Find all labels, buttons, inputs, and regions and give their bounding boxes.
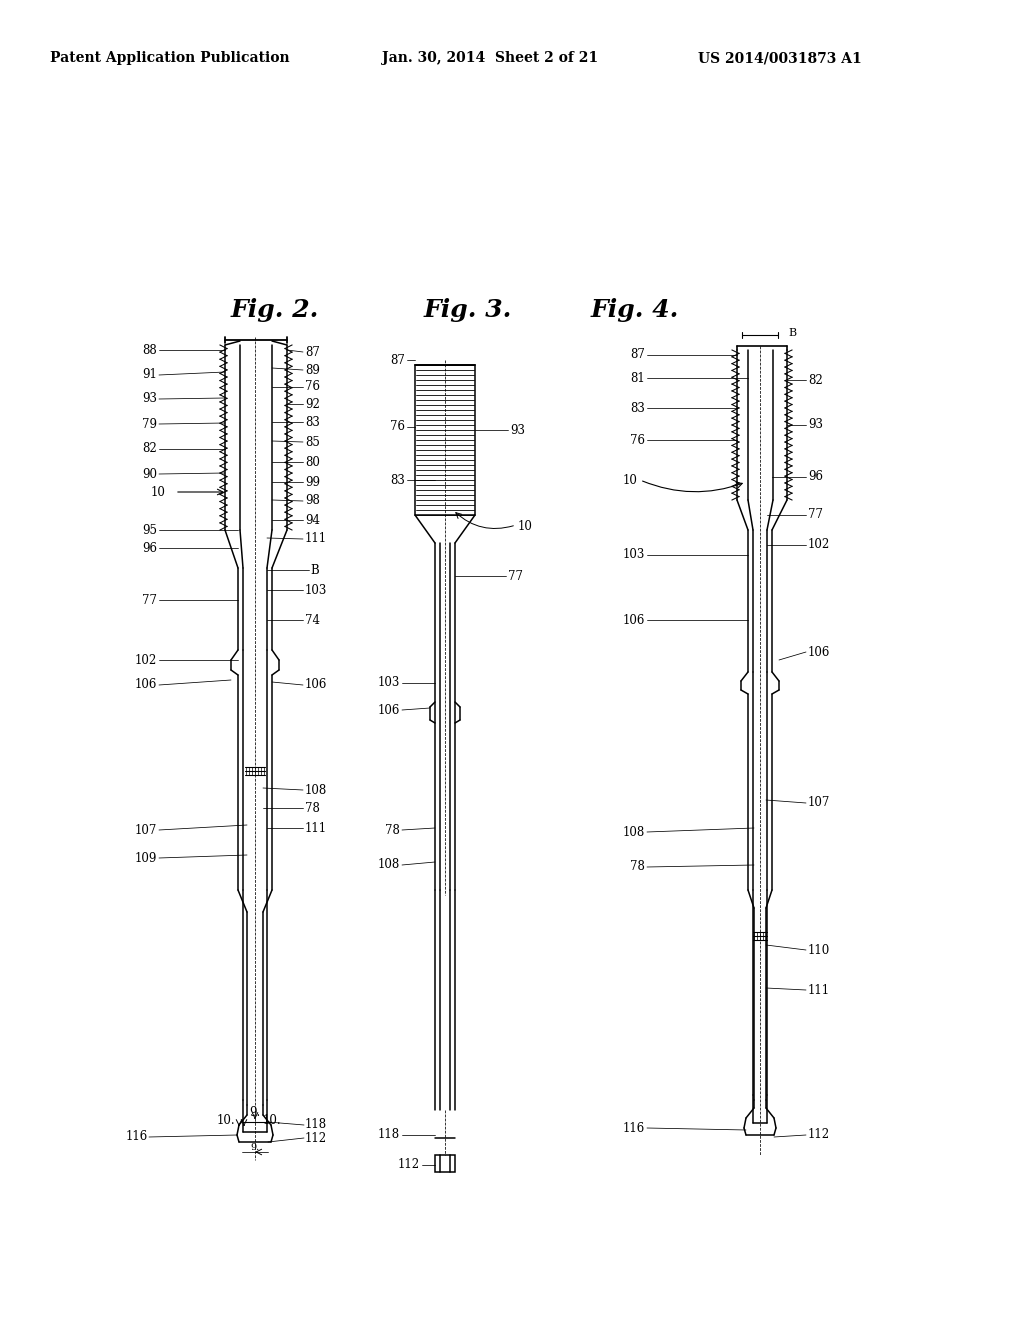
Text: 103: 103	[305, 583, 328, 597]
Text: 106: 106	[623, 614, 645, 627]
Text: 74: 74	[305, 614, 319, 627]
Text: 83: 83	[305, 416, 319, 429]
Text: 87: 87	[305, 346, 319, 359]
Text: 106: 106	[134, 678, 157, 692]
Text: 92: 92	[305, 397, 319, 411]
Bar	[435, 1155, 455, 1172]
Text: 116: 116	[126, 1130, 148, 1143]
Text: 102: 102	[808, 539, 830, 552]
Text: 91: 91	[142, 368, 157, 381]
Text: 108: 108	[623, 825, 645, 838]
Text: Fig. 3.: Fig. 3.	[424, 298, 512, 322]
Text: 107: 107	[808, 796, 830, 809]
Text: 111: 111	[305, 532, 327, 545]
Text: 95: 95	[142, 524, 157, 536]
Text: 108: 108	[378, 858, 400, 871]
Text: 108: 108	[305, 784, 328, 796]
Text: 110: 110	[808, 944, 830, 957]
Text: 77: 77	[808, 508, 823, 521]
Text: Patent Application Publication: Patent Application Publication	[50, 51, 290, 65]
Text: 106: 106	[305, 678, 328, 692]
Text: 89: 89	[305, 363, 319, 376]
Text: 10.: 10.	[216, 1114, 234, 1126]
Text: 93: 93	[142, 392, 157, 405]
Text: 111: 111	[305, 821, 327, 834]
Text: 112: 112	[398, 1159, 420, 1172]
Text: 83: 83	[390, 474, 406, 487]
Text: Fig. 2.: Fig. 2.	[230, 298, 319, 322]
Text: 83: 83	[630, 401, 645, 414]
Text: 76: 76	[305, 380, 319, 393]
Text: B: B	[310, 564, 318, 577]
Text: Jan. 30, 2014  Sheet 2 of 21: Jan. 30, 2014 Sheet 2 of 21	[382, 51, 598, 65]
Text: 103: 103	[623, 549, 645, 561]
Text: 112: 112	[808, 1129, 830, 1142]
Text: 82: 82	[142, 442, 157, 455]
Text: 77: 77	[508, 569, 523, 582]
Text: 9.: 9.	[251, 1143, 260, 1152]
Text: 81: 81	[630, 371, 645, 384]
Text: 10: 10	[624, 474, 638, 487]
Text: 99: 99	[305, 475, 319, 488]
Text: 10: 10	[518, 520, 532, 533]
Text: 79: 79	[142, 417, 157, 430]
Bar	[415, 366, 475, 515]
Text: 111: 111	[808, 983, 830, 997]
Text: 116: 116	[623, 1122, 645, 1134]
Text: 106: 106	[808, 645, 830, 659]
Text: 78: 78	[385, 824, 400, 837]
Text: 118: 118	[305, 1118, 327, 1131]
Text: Fig. 4.: Fig. 4.	[591, 298, 679, 322]
Text: 88: 88	[142, 343, 157, 356]
Text: 82: 82	[808, 374, 822, 387]
Text: 10.: 10.	[263, 1114, 282, 1126]
Text: 96: 96	[142, 541, 157, 554]
Text: 103: 103	[378, 676, 400, 689]
Text: 96: 96	[808, 470, 823, 483]
Text: 94: 94	[305, 513, 319, 527]
Text: 107: 107	[134, 824, 157, 837]
Text: 118: 118	[378, 1129, 400, 1142]
Text: 78: 78	[630, 861, 645, 874]
Text: 9.: 9.	[250, 1106, 261, 1119]
Text: 76: 76	[630, 433, 645, 446]
Text: 85: 85	[305, 436, 319, 449]
Text: 87: 87	[390, 354, 406, 367]
Text: 78: 78	[305, 801, 319, 814]
Text: US 2014/0031873 A1: US 2014/0031873 A1	[698, 51, 862, 65]
Text: 76: 76	[390, 421, 406, 433]
Text: 102: 102	[135, 653, 157, 667]
Text: 106: 106	[378, 704, 400, 717]
Text: 112: 112	[305, 1131, 327, 1144]
Text: 80: 80	[305, 455, 319, 469]
Text: 90: 90	[142, 467, 157, 480]
Text: B: B	[788, 327, 796, 338]
Text: 77: 77	[142, 594, 157, 606]
Text: 93: 93	[510, 424, 525, 437]
Text: 109: 109	[134, 851, 157, 865]
Text: 87: 87	[630, 348, 645, 362]
Text: 10: 10	[151, 486, 165, 499]
Text: 98: 98	[305, 495, 319, 507]
Text: 93: 93	[808, 418, 823, 432]
